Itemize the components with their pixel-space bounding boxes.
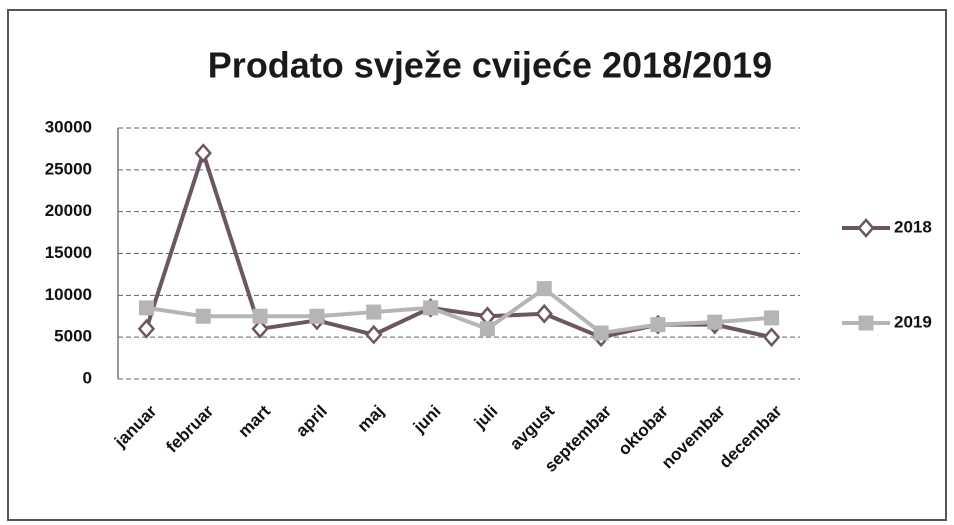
y-tick-label: 0 <box>83 368 92 387</box>
y-tick-label: 25000 <box>45 159 92 178</box>
chart-frame <box>7 9 947 521</box>
data-point <box>650 317 666 333</box>
y-tick-label: 5000 <box>54 327 92 346</box>
data-point <box>762 327 781 348</box>
data-point <box>593 325 609 341</box>
data-point <box>707 314 723 330</box>
data-point <box>195 308 211 324</box>
data-point <box>535 303 553 324</box>
data-point <box>536 281 552 297</box>
legend-marker <box>858 315 874 331</box>
data-point <box>138 300 154 316</box>
data-point <box>251 318 269 339</box>
legend-marker <box>857 218 875 238</box>
data-point <box>309 308 325 324</box>
y-tick-label: 15000 <box>45 243 92 262</box>
data-point <box>252 308 268 324</box>
y-tick-label: 20000 <box>45 201 92 220</box>
data-point <box>764 310 780 326</box>
series-line <box>146 286 772 335</box>
y-tick-label: 10000 <box>45 285 92 304</box>
data-point <box>194 143 212 163</box>
data-point <box>137 318 156 339</box>
y-tick-label: 30000 <box>45 117 92 136</box>
data-point <box>479 321 495 337</box>
data-point <box>366 304 382 320</box>
data-point <box>365 324 383 345</box>
data-point <box>423 300 439 316</box>
chart-title: Prodato svježe cvijeće 2018/2019 <box>208 45 772 86</box>
legend-label: 2018 <box>894 217 932 236</box>
legend-label: 2019 <box>894 312 932 331</box>
